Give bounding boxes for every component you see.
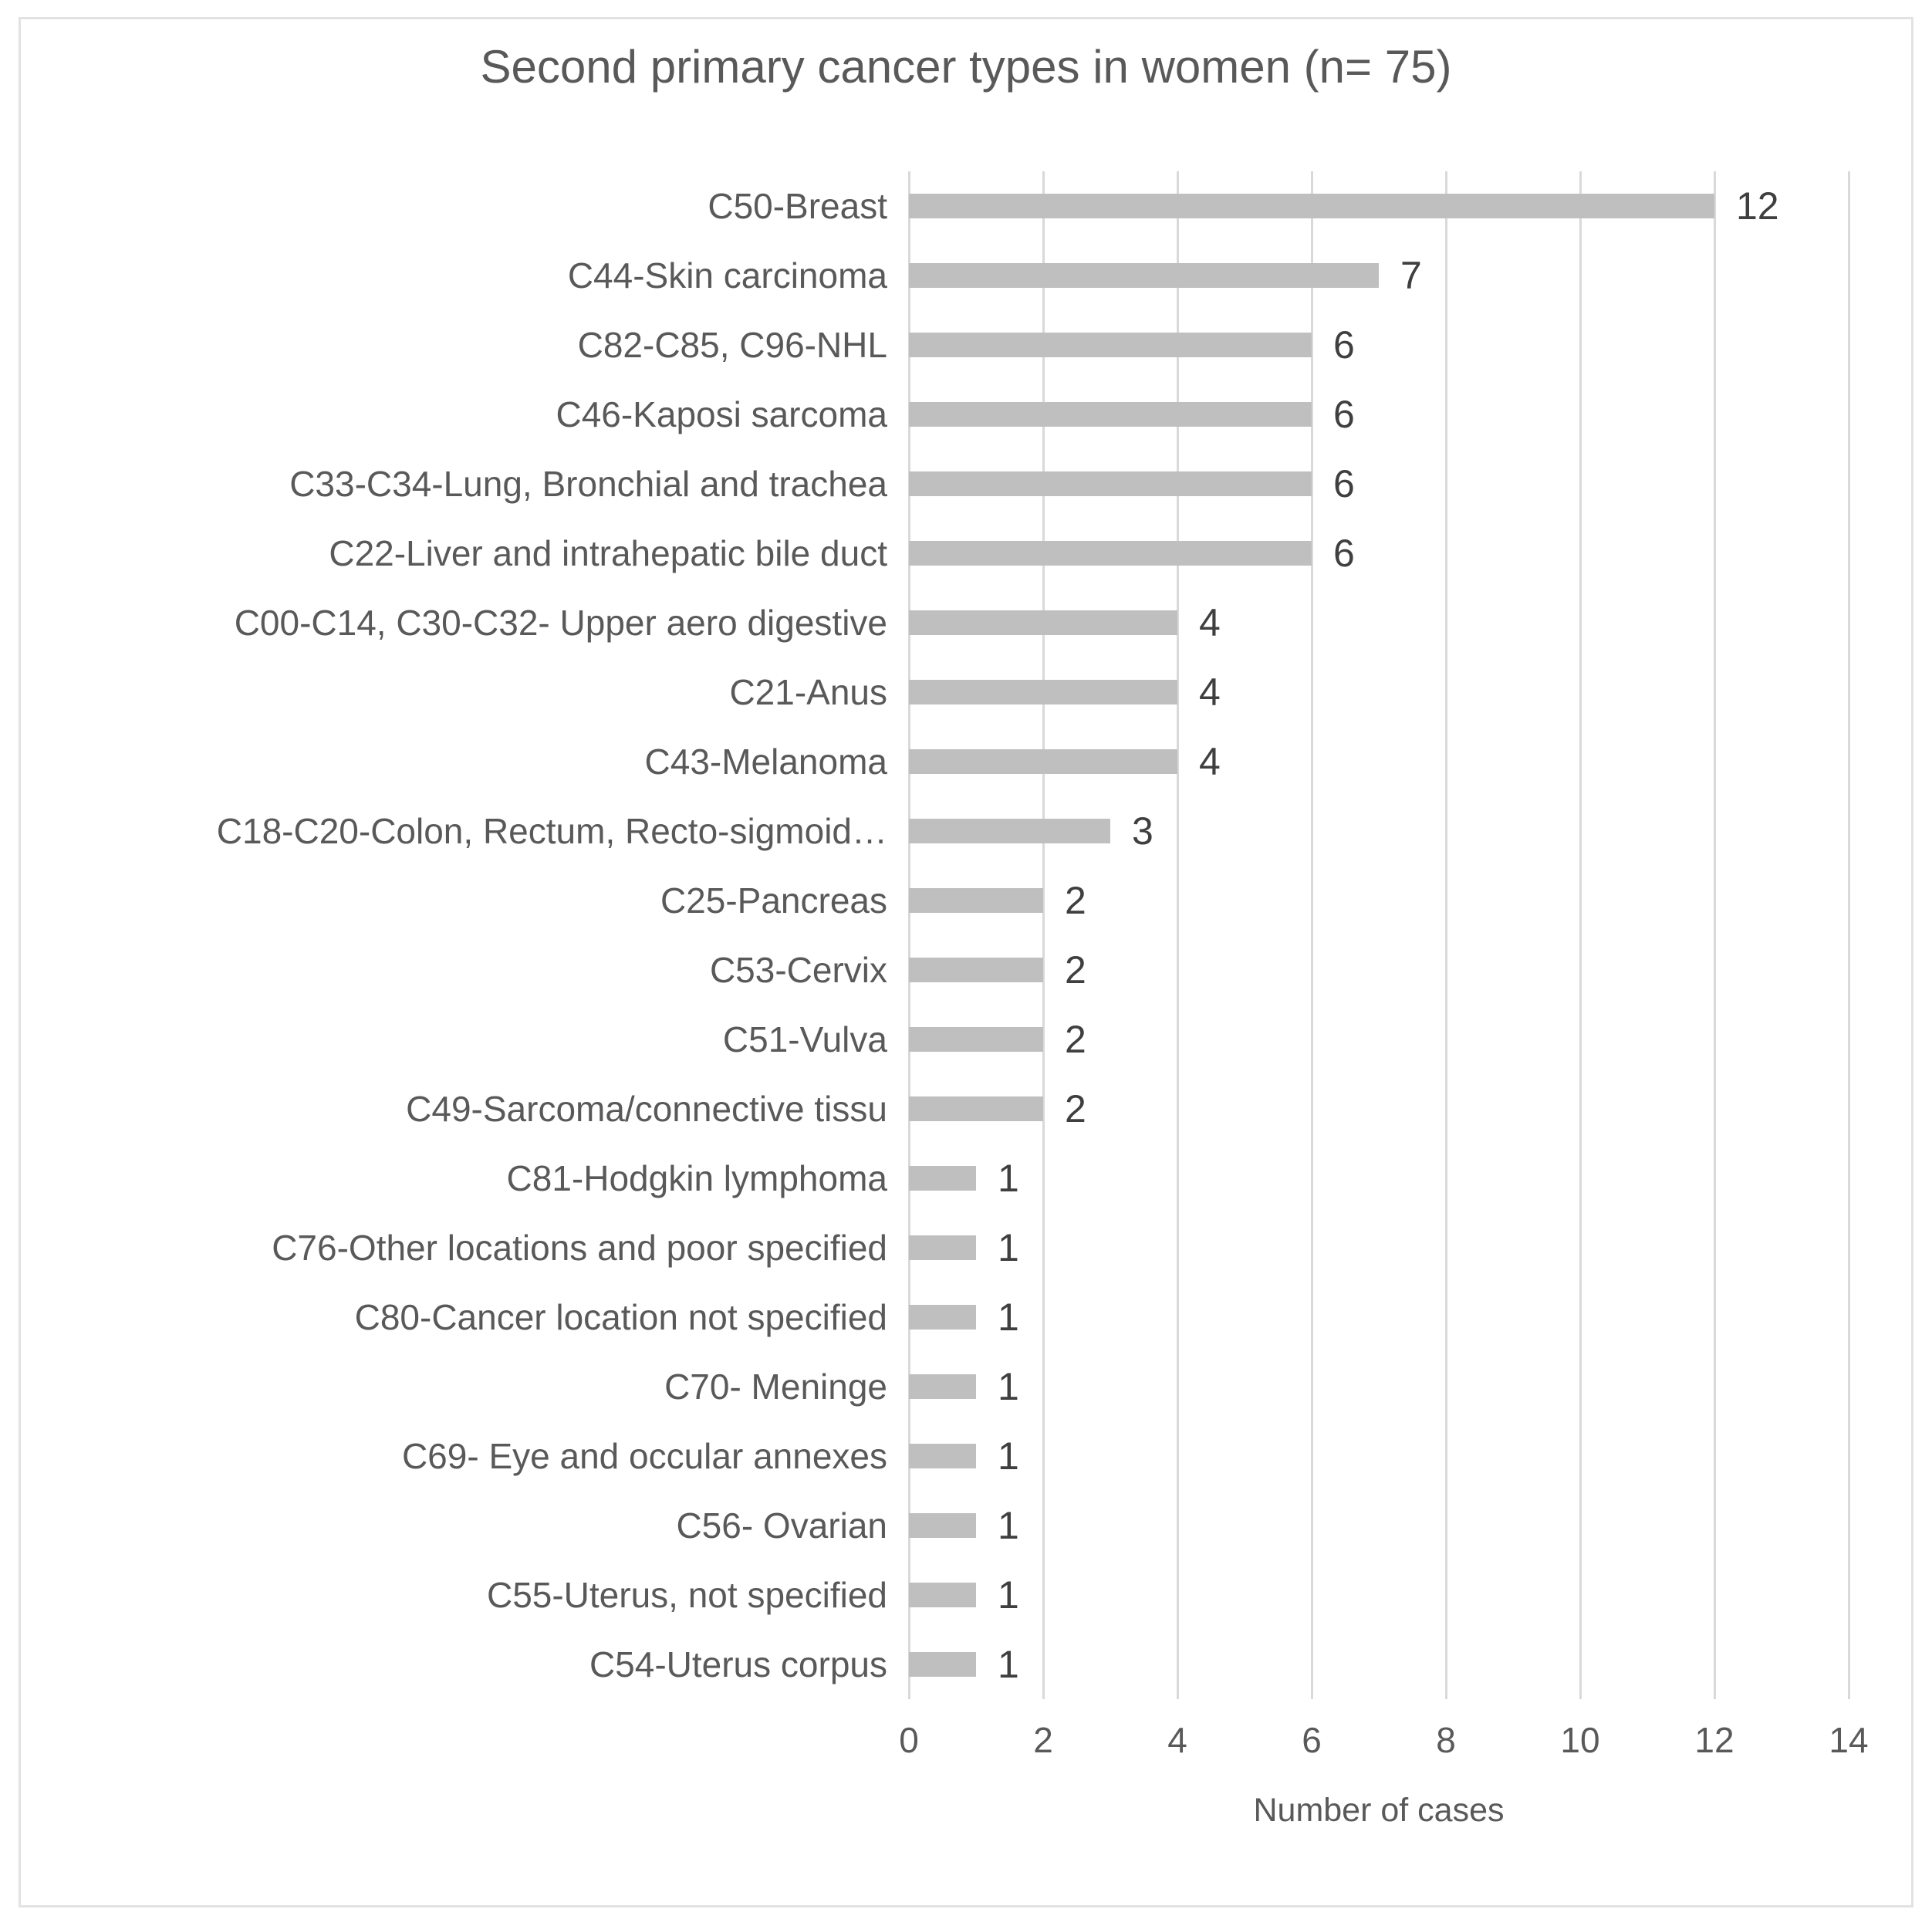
value-label: 1 (998, 1157, 1019, 1200)
category-label: C18-C20-Colon, Rectum, Recto-sigmoid… (216, 811, 887, 851)
category-label: C82-C85, C96-NHL (577, 325, 887, 365)
bar (909, 402, 1312, 427)
value-label: 4 (1199, 740, 1221, 783)
gridline (1042, 171, 1045, 1699)
bar (909, 541, 1312, 566)
value-label: 1 (998, 1573, 1019, 1617)
value-label: 1 (998, 1296, 1019, 1339)
chart-area: 12 7 6 6 6 6 4 4 4 3 2 2 2 2 1 1 1 1 1 1 1 1 C50-Breast C44-Sk… (0, 171, 1932, 1699)
category-label: C53-Cervix (709, 950, 887, 990)
bar (909, 1096, 1043, 1121)
gridline (1311, 171, 1313, 1699)
bar (909, 1374, 976, 1399)
bar (909, 1166, 976, 1191)
category-label: C25-Pancreas (660, 880, 887, 921)
category-label: C54-Uterus corpus (589, 1644, 887, 1684)
category-label: C44-Skin carcinoma (567, 255, 887, 296)
category-label: C21-Anus (729, 672, 887, 712)
value-label: 1 (998, 1434, 1019, 1478)
category-label: C70- Meninge (664, 1367, 887, 1407)
value-label: 7 (1400, 254, 1422, 297)
bar (909, 680, 1177, 705)
value-label: 1 (998, 1365, 1019, 1408)
category-label: C56- Ovarian (676, 1505, 887, 1546)
gridline (1445, 171, 1447, 1699)
plot-area: 12 7 6 6 6 6 4 4 4 3 2 2 2 2 1 1 1 1 1 1 1 1 (908, 171, 1850, 1699)
x-tick-label: 10 (1560, 1720, 1600, 1760)
value-label: 2 (1065, 1087, 1086, 1130)
category-label: C22-Liver and intrahepatic bile duct (329, 533, 887, 573)
x-tick-label: 4 (1167, 1720, 1187, 1760)
value-label: 4 (1199, 671, 1221, 714)
value-label: 1 (998, 1504, 1019, 1547)
category-label: C00-C14, C30-C32- Upper aero digestive (234, 603, 887, 643)
value-label: 2 (1065, 879, 1086, 922)
category-label: C76-Other locations and poor specified (272, 1228, 887, 1268)
bar (909, 749, 1177, 774)
value-label: 1 (998, 1643, 1019, 1686)
category-label: C33-C34-Lung, Bronchial and trachea (289, 464, 887, 504)
bar (909, 1305, 976, 1330)
x-axis-title: Number of cases (1253, 1792, 1505, 1829)
x-tick-label: 8 (1436, 1720, 1456, 1760)
category-label: C49-Sarcoma/connective tissu (406, 1089, 887, 1129)
value-label: 12 (1736, 184, 1779, 228)
bar (909, 819, 1110, 843)
gridline (1714, 171, 1716, 1699)
bar (909, 1444, 976, 1468)
bar (909, 263, 1379, 288)
bar (909, 1583, 976, 1607)
x-tick-label: 6 (1302, 1720, 1322, 1760)
category-label: C81-Hodgkin lymphoma (506, 1158, 887, 1198)
value-label: 6 (1333, 462, 1355, 505)
bar (909, 194, 1714, 218)
bar (909, 1513, 976, 1538)
gridline (1579, 171, 1582, 1699)
gridline (1848, 171, 1850, 1699)
category-label: C46-Kaposi sarcoma (556, 394, 887, 434)
value-label: 4 (1199, 601, 1221, 644)
gridline (1177, 171, 1179, 1699)
x-tick-label: 0 (899, 1720, 919, 1760)
category-label: C80-Cancer location not specified (354, 1297, 887, 1337)
bar (909, 1027, 1043, 1052)
gridline (908, 171, 910, 1699)
category-label: C50-Breast (708, 186, 887, 226)
bar (909, 610, 1177, 635)
x-tick-label: 14 (1829, 1720, 1869, 1760)
bar (909, 1235, 976, 1260)
value-label: 2 (1065, 1018, 1086, 1061)
bar (909, 1652, 976, 1677)
category-label: C51-Vulva (722, 1019, 887, 1059)
value-label: 6 (1333, 532, 1355, 575)
value-label: 6 (1333, 323, 1355, 367)
bar (909, 471, 1312, 496)
category-label: C43-Melanoma (644, 742, 887, 782)
x-tick-label: 12 (1694, 1720, 1734, 1760)
category-label: C69- Eye and occular annexes (401, 1436, 887, 1476)
value-label: 2 (1065, 948, 1086, 992)
value-label: 3 (1132, 809, 1153, 853)
category-label: C55-Uterus, not specified (486, 1575, 887, 1615)
bar (909, 888, 1043, 913)
x-tick-label: 2 (1033, 1720, 1053, 1760)
value-label: 1 (998, 1226, 1019, 1269)
chart-title: Second primary cancer types in women (n=… (480, 41, 1452, 93)
value-label: 6 (1333, 393, 1355, 436)
bar (909, 958, 1043, 982)
bar (909, 333, 1312, 357)
